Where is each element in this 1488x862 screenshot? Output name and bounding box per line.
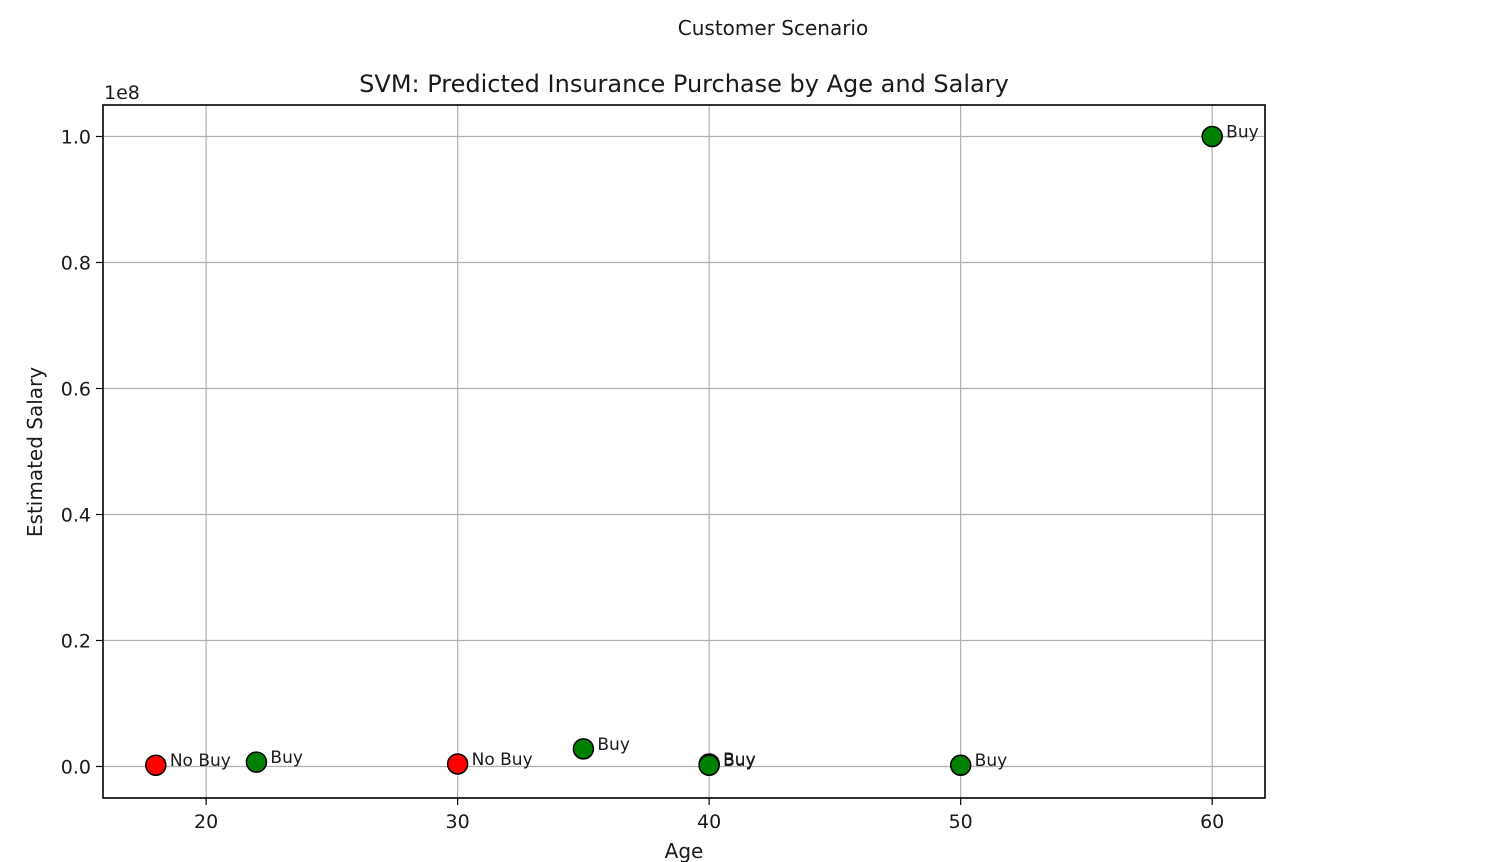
axes-frame — [102, 104, 1266, 799]
y-tick-label: 0.0 — [61, 757, 91, 779]
no-buy-point — [145, 754, 167, 776]
x-tick-label: 40 — [697, 811, 721, 833]
point-label: No Buy — [170, 751, 231, 771]
y-tick-label: 0.8 — [61, 253, 91, 275]
y-axis-offset-label: 1e8 — [104, 82, 140, 104]
axis-ticks: 20 30 40 50 60 0.0 0.2 0.4 0.6 0.8 1.0 — [61, 127, 1224, 834]
buy-point — [245, 751, 268, 773]
y-tick-label: 0.2 — [61, 631, 91, 653]
no-buy-point — [446, 753, 469, 775]
x-tick-label: 30 — [446, 811, 470, 833]
buy-point — [1201, 125, 1223, 148]
point-label: Buy — [723, 750, 756, 770]
buy-point — [572, 738, 595, 760]
y-axis-label: Estimated Salary — [23, 367, 47, 537]
point-label: No Buy — [472, 750, 533, 770]
x-tick-label: 20 — [194, 811, 218, 833]
point-label: Buy — [270, 748, 303, 768]
point-label: Buy — [597, 735, 630, 755]
x-tick-label: 60 — [1200, 811, 1224, 833]
chart-title: SVM: Predicted Insurance Purchase by Age… — [359, 70, 1009, 98]
point-label: Buy — [1226, 123, 1259, 143]
point-label: Buy — [723, 751, 756, 771]
buy-point — [698, 754, 720, 776]
grid-lines — [103, 105, 1265, 798]
buy-point — [949, 754, 972, 776]
point-label: Buy — [975, 751, 1008, 771]
y-tick-label: 1.0 — [61, 127, 91, 149]
x-tick-label: 50 — [949, 811, 973, 833]
y-tick-label: 0.6 — [61, 379, 91, 401]
y-tick-label: 0.4 — [61, 505, 91, 527]
figure-suptitle: Customer Scenario — [678, 16, 868, 40]
x-axis-label: Age — [665, 839, 704, 862]
